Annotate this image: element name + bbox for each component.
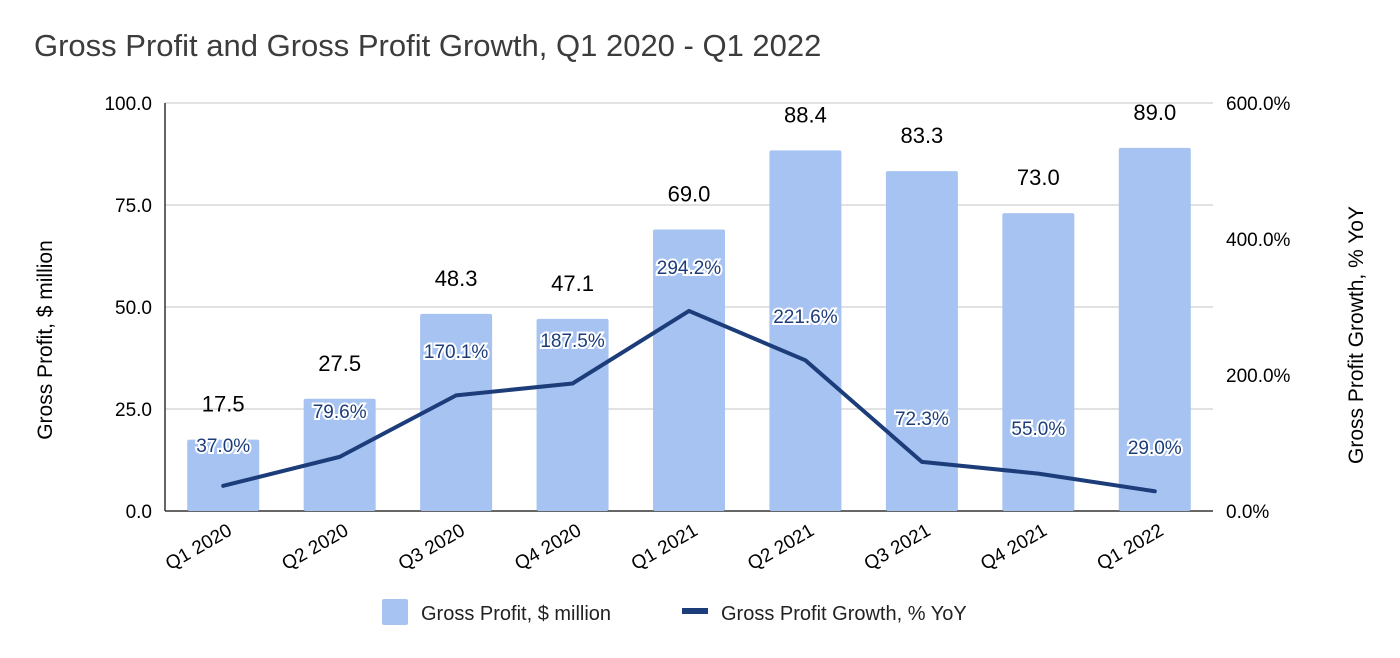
- y2-tick-label: 600.0%: [1226, 94, 1291, 115]
- bar: [769, 150, 842, 511]
- bar-data-label: 48.3: [435, 266, 478, 291]
- bar-data-label: 69.0: [668, 181, 711, 206]
- y2-tick-label: 200.0%: [1226, 366, 1291, 387]
- chart-title: Gross Profit and Gross Profit Growth, Q1…: [34, 28, 822, 63]
- legend-label-line: Gross Profit Growth, % YoY: [721, 603, 967, 625]
- x-tick-label: Q4 2020: [511, 520, 585, 575]
- bar-data-label: 73.0: [1017, 165, 1060, 190]
- line-data-label: 29.0%: [1128, 438, 1182, 459]
- line-data-label: 221.6%: [773, 307, 838, 328]
- bar-data-label: 47.1: [551, 271, 594, 296]
- x-tick-label: Q2 2021: [744, 520, 818, 575]
- x-tick-label: Q3 2021: [861, 520, 935, 575]
- bar: [1002, 213, 1075, 511]
- line-data-label: 79.6%: [313, 402, 367, 423]
- bar-data-label: 17.5: [202, 392, 245, 417]
- y-axis-title: Gross Profit, $ million: [34, 240, 57, 440]
- y-tick-label: 75.0: [115, 196, 152, 217]
- bar-labels: 17.5 27.5 48.3 47.1 69.0 88.4 83.3 73.0 89.0: [202, 100, 1176, 417]
- line-data-label: 72.3%: [895, 409, 949, 430]
- bar-data-label: 27.5: [318, 351, 361, 376]
- line-labels: 37.0% 79.6% 170.1% 187.5% 294.2% 221.6% 72.3% 5…: [194, 256, 1184, 461]
- bar-data-label: 88.4: [784, 102, 827, 127]
- legend: Gross Profit, $ million Gross Profit Gro…: [382, 599, 967, 625]
- bar: [420, 313, 493, 511]
- y-tick-label: 50.0: [115, 298, 152, 319]
- y2-tick-label: 0.0%: [1226, 502, 1269, 523]
- x-tick-label: Q1 2022: [1094, 520, 1168, 575]
- bar-data-label: 89.0: [1133, 100, 1176, 125]
- line-data-label: 55.0%: [1011, 419, 1065, 440]
- line-data-label: 37.0%: [196, 436, 250, 457]
- line-data-label: 170.1%: [424, 342, 489, 363]
- x-tick-label: Q2 2020: [279, 520, 353, 575]
- x-tick-label: Q1 2020: [162, 520, 236, 575]
- y-tick-label: 100.0: [104, 94, 152, 115]
- growth-line: [221, 308, 1157, 494]
- legend-label-bar: Gross Profit, $ million: [421, 603, 611, 625]
- x-tick-label: Q3 2020: [395, 520, 469, 575]
- y2-axis-title: Gross Profit Growth, % YoY: [1345, 206, 1368, 464]
- bar: [653, 229, 725, 512]
- legend-swatch-line: [682, 608, 708, 614]
- y-tick-label: 0.0: [126, 502, 152, 523]
- x-tick-label: Q1 2021: [628, 520, 702, 575]
- bar: [1118, 147, 1191, 511]
- bar: [187, 439, 260, 511]
- line-data-label: 187.5%: [540, 331, 605, 352]
- bar-data-label: 83.3: [900, 123, 943, 148]
- line-data-label: 294.2%: [657, 258, 722, 279]
- y2-tick-label: 400.0%: [1226, 230, 1291, 251]
- bar: [536, 318, 609, 511]
- bars: [187, 147, 1191, 512]
- y-tick-label: 25.0: [115, 400, 152, 421]
- bar: [885, 171, 958, 512]
- legend-swatch-bar: [382, 599, 408, 625]
- x-tick-label: Q4 2021: [977, 520, 1051, 575]
